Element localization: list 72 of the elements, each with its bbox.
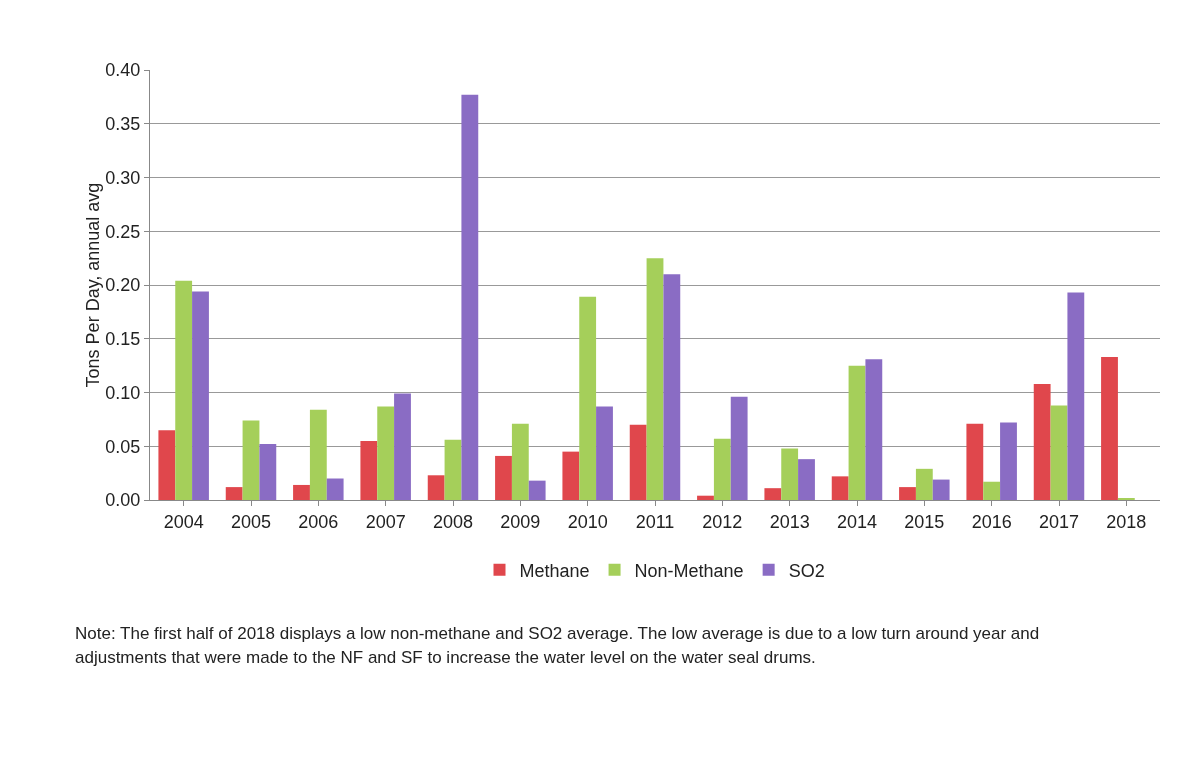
text: Note: The first half of 2018 displays a low non-methane and SO2 average. The low average is due to a low turn around year and adjustments that were made to the NF and SF to increase the water level on the water seal drums. [75, 623, 1041, 669]
bar [192, 291, 209, 500]
bar [427, 475, 445, 500]
legend-label: SO2 [788, 560, 825, 581]
legend-label: Methane [519, 560, 590, 581]
x-tick-label: 2007 [365, 511, 406, 532]
bar [629, 424, 647, 500]
bar [326, 478, 344, 500]
bar [360, 440, 378, 500]
bar [1101, 357, 1118, 500]
y-tick-label: 0.00 [105, 490, 141, 511]
x-tick-label: 2018 [1106, 511, 1147, 532]
legend-label: Non-Methane [634, 560, 744, 581]
x-tick-label: 2014 [836, 511, 878, 532]
bar [1067, 292, 1085, 500]
bar [579, 296, 597, 500]
x-tick-label: 2012 [702, 511, 743, 532]
x-tick-label: 2006 [298, 511, 339, 532]
bar [713, 438, 731, 500]
y-tick-label: 0.10 [105, 382, 141, 403]
bar [293, 484, 310, 500]
y-tick-label: 0.05 [105, 436, 141, 457]
y-tick-label: 0.35 [105, 114, 141, 135]
bar [309, 409, 327, 500]
bar [596, 406, 613, 500]
bar [511, 423, 529, 500]
bar [697, 495, 714, 500]
y-tick-label: 0.20 [105, 275, 141, 296]
y-tick-label: 0.25 [105, 221, 141, 242]
bar [1000, 422, 1017, 500]
bar [730, 396, 748, 500]
y-axis-title: Tons Per Day, annual avg [83, 182, 104, 388]
bar [1050, 405, 1068, 500]
bar [528, 480, 546, 500]
bar [932, 479, 950, 500]
bar [444, 439, 462, 500]
bar [495, 455, 512, 500]
x-tick-label: 2009 [500, 511, 541, 532]
y-tick-label: 0.15 [105, 329, 141, 350]
x-tick-label: 2004 [163, 511, 204, 532]
bar [663, 274, 681, 500]
bar [831, 476, 849, 500]
bar [781, 448, 799, 500]
bar [865, 359, 883, 500]
bar [158, 430, 176, 500]
bar [966, 423, 984, 500]
x-tick-label: 2005 [230, 511, 272, 532]
x-tick-label: 2011 [635, 511, 675, 532]
bar [798, 459, 815, 500]
x-tick-label: 2010 [567, 511, 608, 532]
bar [1033, 383, 1051, 500]
x-tick-label: 2017 [1038, 511, 1080, 532]
bar [983, 481, 1001, 500]
bar [848, 365, 866, 500]
bar [259, 444, 277, 500]
x-tick-label: 2016 [971, 511, 1012, 532]
x-tick-label: 2008 [432, 511, 474, 532]
bar [225, 487, 243, 500]
bar [899, 487, 916, 500]
bar [461, 94, 479, 500]
bar [646, 258, 664, 500]
y-tick-label: 0.30 [105, 167, 141, 188]
bar [377, 406, 395, 500]
bar [562, 451, 580, 500]
bar [242, 420, 260, 500]
bar [394, 393, 411, 500]
x-tick-label: 2013 [769, 511, 810, 532]
bar [764, 488, 782, 500]
bar [175, 280, 193, 500]
bar [915, 468, 933, 500]
x-tick-label: 2015 [904, 511, 945, 532]
y-tick-label: 0.40 [105, 60, 141, 81]
